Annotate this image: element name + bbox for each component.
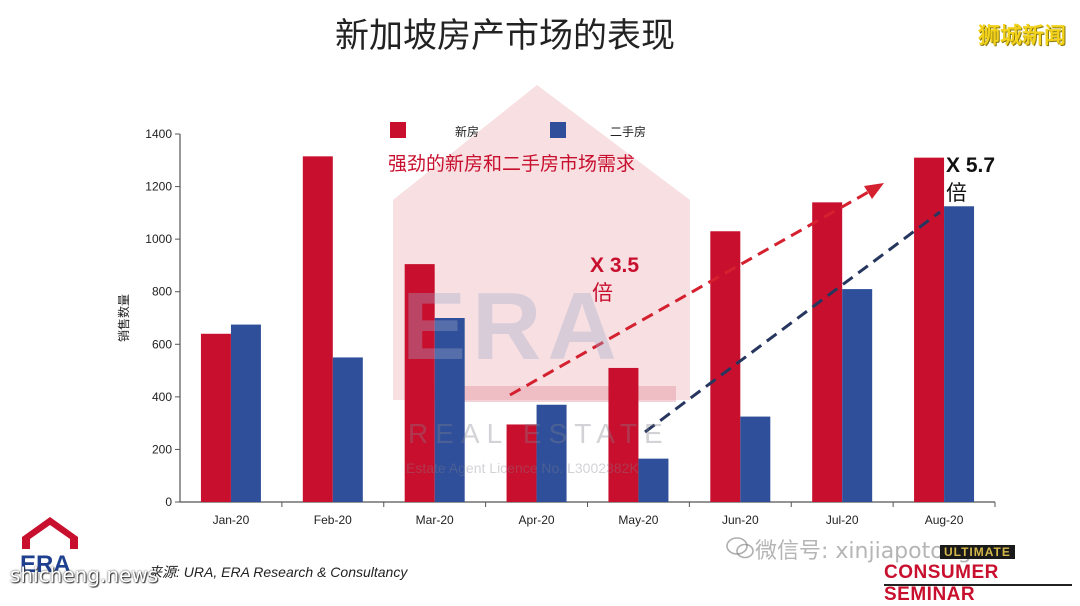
era-watermark-licence: Estate Agent Licence No. L3002382K [406, 460, 639, 476]
legend-swatch-new [390, 122, 406, 138]
growth-label-resale: X 5.7 [946, 154, 995, 177]
y-tick-label: 800 [152, 285, 172, 299]
y-axis-label: 销售数量 [116, 294, 131, 342]
y-tick-label: 1000 [145, 232, 172, 246]
era-watermark-logo: ERA [402, 273, 623, 380]
page-title: 新加坡房产市场的表现 [335, 16, 675, 56]
bar-new-aug-20 [914, 157, 945, 502]
x-tick-label: Jun-20 [722, 513, 759, 527]
growth-label-new-unit: 倍 [592, 281, 613, 305]
bar-resale-jan-20 [230, 324, 261, 502]
brand-tag: 狮城新闻 [977, 24, 1066, 49]
bar-resale-feb-20 [332, 357, 363, 502]
trend-arrow-new [509, 188, 873, 397]
bar-new-jun-20 [710, 231, 741, 502]
x-tick-label: Mar-20 [416, 513, 454, 527]
seminar-badge: ULTIMATE [940, 545, 1015, 559]
bar-resale-may-20 [638, 458, 669, 502]
era-watermark-subtitle: REAL ESTATE [408, 418, 670, 449]
bar-new-mar-20 [404, 264, 435, 502]
bar-resale-apr-20 [536, 404, 567, 502]
legend-label-resale: 二手房 [610, 124, 646, 139]
bar-new-feb-20 [302, 156, 333, 503]
bar-new-apr-20 [506, 424, 537, 502]
y-ticks: 0 200 400 600 800 1000 1200 1400 [145, 127, 180, 509]
legend-label-new: 新房 [455, 124, 479, 139]
y-tick-label: 0 [165, 495, 172, 509]
growth-label-new: X 3.5 [590, 254, 639, 277]
era-house-logo-icon [22, 517, 78, 549]
source-note: 来源: URA, ERA Research & Consultancy [148, 564, 408, 580]
era-logo-text: ERA [20, 551, 71, 578]
x-tick-label: Aug-20 [925, 513, 964, 527]
bar-resale-jul-20 [842, 289, 873, 502]
bars [200, 156, 975, 503]
chart-subtitle: 强劲的新房和二手房市场需求 [388, 153, 635, 175]
y-tick-label: 400 [152, 390, 172, 404]
x-tick-label: May-20 [618, 513, 658, 527]
bar-new-jan-20 [200, 333, 231, 502]
growth-label-resale-unit: 倍 [946, 181, 967, 205]
wechat-icon [726, 537, 754, 559]
x-tick-label: Apr-20 [519, 513, 555, 527]
bar-new-jul-20 [812, 202, 843, 503]
legend-swatch-resale [550, 122, 566, 138]
y-tick-label: 600 [152, 337, 172, 351]
house-watermark-roof [393, 85, 690, 400]
y-tick-label: 1400 [145, 127, 172, 141]
x-ticks: Jan-20 Feb-20 Mar-20 Apr-20 May-20 Jun-20 Jul-… [213, 502, 996, 527]
y-tick-label: 200 [152, 442, 172, 456]
x-tick-label: Feb-20 [314, 513, 352, 527]
seminar-underline [884, 584, 1072, 586]
trend-arrow-new-head [864, 183, 884, 199]
bar-resale-mar-20 [434, 318, 465, 502]
x-tick-label: Jul-20 [826, 513, 859, 527]
x-tick-label: Jan-20 [213, 513, 250, 527]
trend-arrow-resale [644, 210, 941, 434]
wechat-watermark: 微信号: xinjiapotong [755, 539, 972, 564]
site-watermark: shicheng.news [10, 563, 159, 587]
y-tick-label: 1200 [145, 180, 172, 194]
bar-new-may-20 [608, 367, 639, 502]
bar-resale-aug-20 [944, 206, 975, 503]
bar-resale-jun-20 [740, 416, 771, 502]
